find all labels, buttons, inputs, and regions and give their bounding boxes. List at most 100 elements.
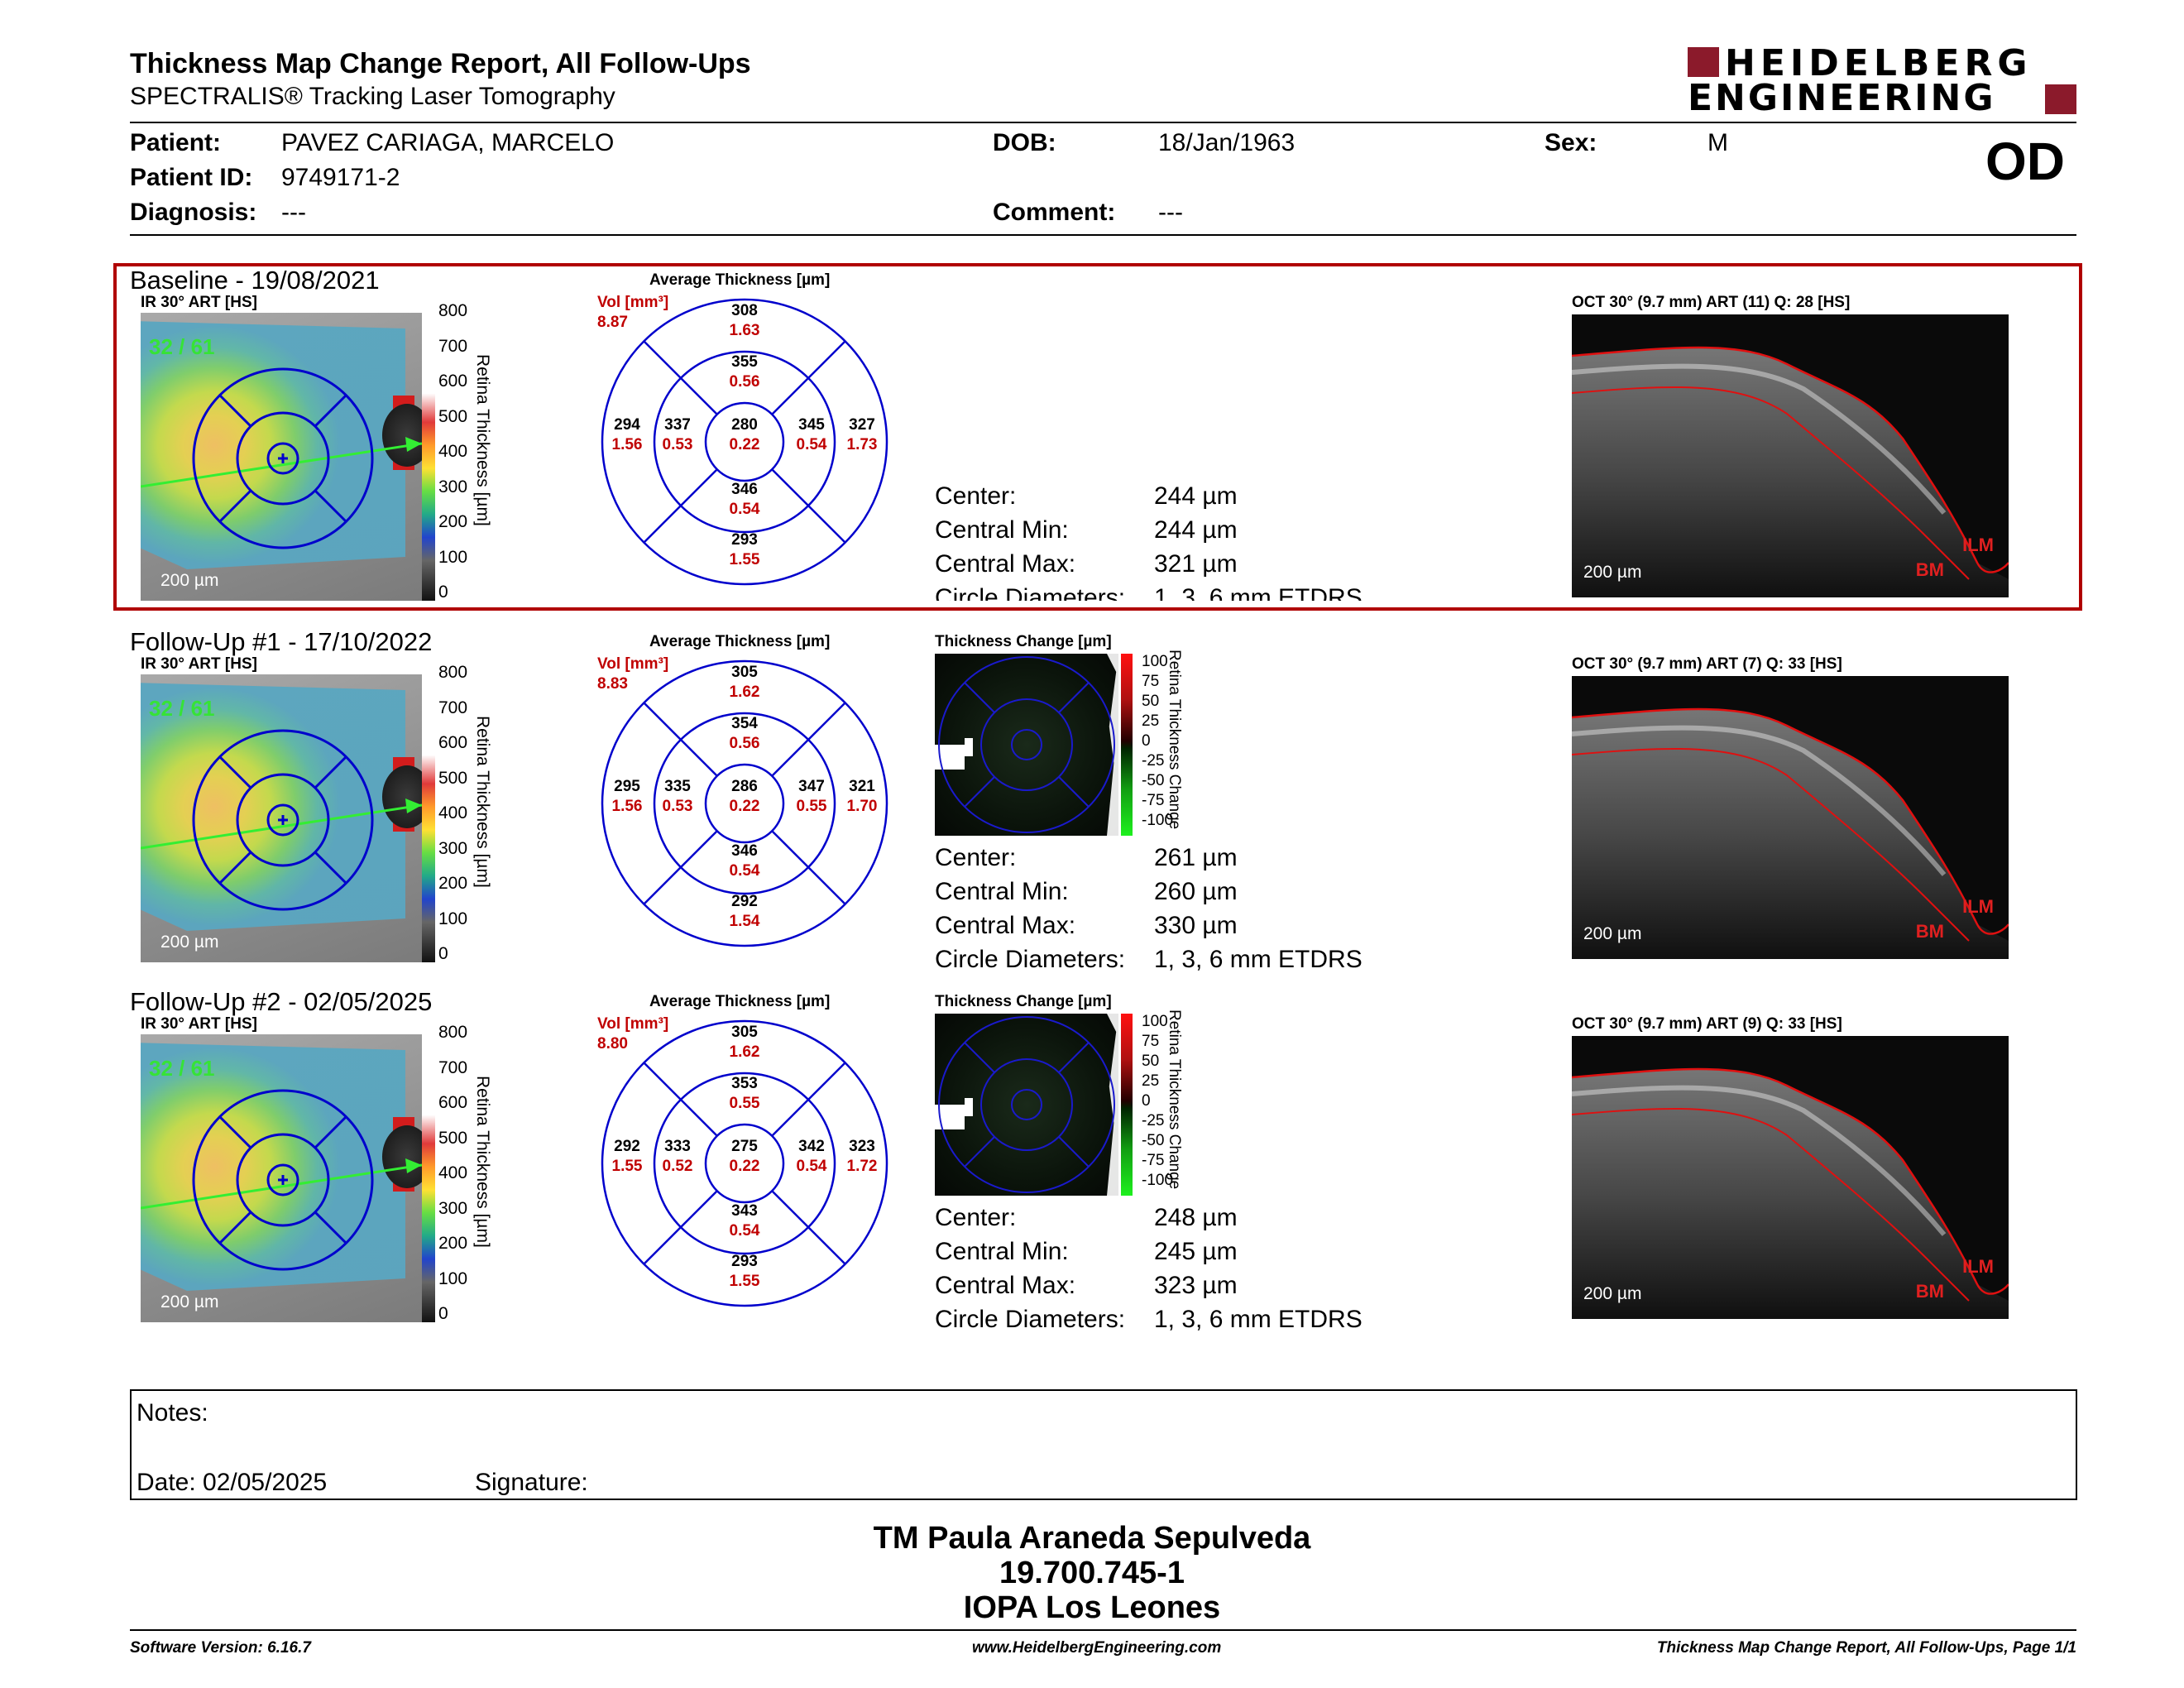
sector-volume: 0.22 [729,1158,760,1175]
colorbar-tick: 500 [438,768,468,788]
fundus-scale: 200 µm [160,571,219,590]
change-tick: -75 [1142,1152,1165,1169]
stat-label-center: Center: [935,482,1017,510]
stat-label-min: Central Min: [935,1238,1069,1265]
sector-volume: 0.54 [796,1158,827,1175]
colorbar-tick: 300 [438,838,468,858]
thickness-change-title: Thickness Change [µm] [935,633,1112,650]
patient-label: Patient: [130,129,222,156]
stat-label-circle: Circle Diameters: [935,1306,1126,1333]
sector-thickness: 343 [731,1202,758,1220]
sector-thickness: 323 [849,1138,875,1155]
stat-label-max: Central Max: [935,1272,1076,1299]
sector-t-out: 294 1.56 [598,415,656,455]
sex-value: M [1707,129,1728,156]
ir-label: IR 30° ART [HS] [141,1015,257,1033]
sector-c: 280 0.22 [716,415,774,455]
colorbar-tick: 200 [438,512,468,531]
stat-value-circle: 1, 3, 6 mm ETDRS [1154,946,1363,973]
bm-label: BM [1915,1281,1944,1302]
colorbar-title: Retina Thickness [µm] [473,354,492,526]
stat-label-max: Central Max: [935,550,1076,578]
change-tick: -75 [1142,792,1165,809]
sector-volume: 1.73 [846,436,878,453]
ir-label: IR 30° ART [HS] [141,294,257,311]
volume-label: Vol [mm³] [597,1015,669,1033]
sector-i-in: 343 0.54 [716,1201,774,1241]
change-tick: 100 [1142,653,1168,670]
sector-thickness: 280 [731,416,758,434]
website-link[interactable]: www.HeidelbergEngineering.com [972,1639,1222,1657]
sector-volume: 0.56 [729,735,760,752]
sector-thickness: 337 [664,416,691,434]
oct-layers [1572,346,2009,597]
sector-n-out: 323 1.72 [833,1137,891,1177]
sector-volume: 1.62 [729,1043,760,1061]
sector-volume: 1.70 [846,798,878,815]
colorbar-tick: 300 [438,477,468,496]
sector-n-in: 342 0.54 [783,1137,841,1177]
thickness-change-map [935,1014,1118,1196]
volume-label: Vol [mm³] [597,294,669,311]
etdrs-sector-diagram [601,1019,888,1307]
stat-value-max: 323 µm [1154,1272,1238,1299]
sector-volume: 1.56 [611,436,643,453]
ir-label: IR 30° ART [HS] [141,655,257,673]
page-footer: Thickness Map Change Report, All Follow-… [1656,1639,2076,1657]
oct-bscan-image: 200 µm ILM BM [1572,676,2009,959]
comment-label: Comment: [993,199,1116,226]
sector-thickness: 305 [731,1024,758,1041]
oct-layers [1572,1067,2009,1319]
colorbar-tick: 800 [438,663,468,682]
oct-scale: 200 µm [1583,1284,1642,1303]
stat-value-min: 260 µm [1154,878,1238,905]
logo-line2: ENGINEERING [1688,77,1996,119]
colorbar-tick: 100 [438,909,468,928]
sector-volume: 1.54 [729,913,760,930]
sector-thickness: 347 [798,778,825,795]
sector-volume: 0.52 [662,1158,693,1175]
patient-id: 9749171-2 [281,164,400,191]
oct-scale: 200 µm [1583,924,1642,943]
stat-value-center: 261 µm [1154,844,1238,871]
sector-i-in: 346 0.54 [716,480,774,520]
colorbar-tick: 600 [438,733,468,752]
dob-value: 18/Jan/1963 [1158,129,1296,156]
sector-volume: 1.56 [611,798,643,815]
colorbar-tick: 400 [438,1163,468,1182]
oct-scale: 200 µm [1583,563,1642,582]
fundus-scale: 200 µm [160,1292,219,1312]
fundus-scan-count: 32 / 61 [149,1056,215,1081]
logo-line1: HEIDELBERG [1725,42,2033,84]
bm-label: BM [1915,921,1944,942]
diagnosis-value: --- [281,199,306,226]
sector-volume: 0.56 [729,373,760,391]
notes-box[interactable]: Notes: Date: 02/05/2025 Signature: [130,1389,2077,1500]
sector-volume: 0.22 [729,798,760,815]
sector-volume: 0.54 [729,862,760,880]
change-colorbar [1121,654,1133,836]
exam-title: Follow-Up #1 - 17/10/2022 [130,627,433,656]
sector-t-out: 292 1.55 [598,1137,656,1177]
oct-label: OCT 30° (9.7 mm) ART (9) Q: 33 [HS] [1572,1015,1842,1033]
avg-thickness-title: Average Thickness [µm] [649,271,831,289]
stat-label-circle: Circle Diameters: [935,946,1126,973]
stat-value-min: 245 µm [1154,1238,1238,1265]
bm-label: BM [1915,559,1944,580]
eye-indicator: OD [1985,132,2065,191]
signature-label: Signature: [475,1469,588,1496]
sector-thickness: 294 [614,416,640,434]
avg-thickness-title: Average Thickness [µm] [649,633,831,650]
colorbar-tick: 400 [438,442,468,461]
sector-t-in: 335 0.53 [649,777,706,817]
sector-s-out: 308 1.63 [716,301,774,341]
colorbar-tick: 200 [438,874,468,893]
colorbar-tick: 0 [438,944,448,963]
sector-volume: 1.72 [846,1158,878,1175]
dob-label: DOB: [993,129,1056,156]
sector-volume: 0.53 [662,436,693,453]
signature-stamp: TM Paula Araneda Sepulveda 19.700.745-1 … [0,1521,2184,1625]
oct-layers [1572,707,2009,959]
thickness-colorbar [422,674,435,962]
sector-s-in: 353 0.55 [716,1074,774,1114]
